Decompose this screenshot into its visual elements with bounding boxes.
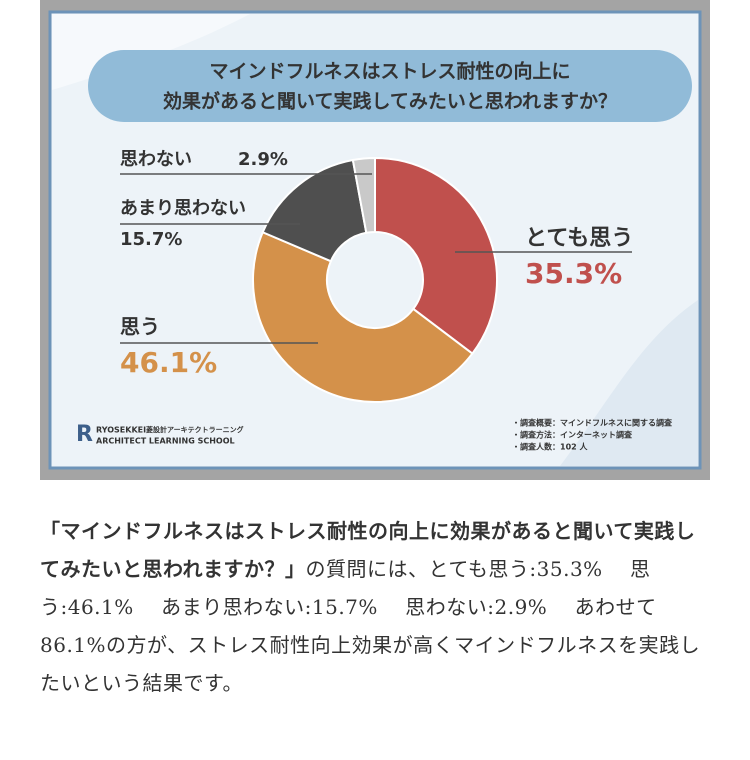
logo-text: ARCHITECT LEARNING SCHOOL [96,437,235,446]
category-label: あまり思わない [120,198,246,219]
article-bold: 「マインドフルネスはストレス耐性の向上に効果があると聞いて実践してみたいと思われ… [40,519,696,581]
slice [351,156,376,234]
title: マインドフルネスはストレス耐性の向上に [209,60,570,83]
logo-mark: R [76,422,93,447]
article: 「マインドフルネスはストレス耐性の向上に効果があると聞いて実践してみたいと思われ… [40,512,712,702]
slice [374,156,498,355]
article-text: の質問には、とても思う:35.3% 思う:46.1% あまり思わない:15.7%… [40,557,701,695]
value-label: 2.9% [238,149,288,170]
slice [261,158,368,263]
title-pill [88,50,692,122]
note: ・調査人数：102 人 [512,442,588,452]
logo-text: RYOSEKKEI [96,426,146,435]
note: ・調査方法：インターネット調査 [512,430,633,440]
chart: マインドフルネスはストレス耐性の向上に 効果があると聞いて実践してみたいと思われ… [40,0,710,480]
logo-text: 菱設計アーキテクトラーニング [146,425,244,434]
slice [252,230,474,403]
category-label: 思う [120,315,160,339]
decor [560,300,698,466]
value-label: 15.7% [120,229,182,250]
value-label: 35.3% [525,257,622,290]
logo: R RYOSEKKEI 菱設計アーキテクトラーニング ARCHITECT LEA… [76,422,244,447]
category-label: 思わない [120,149,192,170]
note: ・調査概要：マインドフルネスに関する調査 [512,418,673,428]
value-label: 46.1% [120,346,217,379]
title: 効果があると聞いて実践してみたいと思われますか？ [163,90,617,113]
category-label: とても思う [525,226,633,251]
